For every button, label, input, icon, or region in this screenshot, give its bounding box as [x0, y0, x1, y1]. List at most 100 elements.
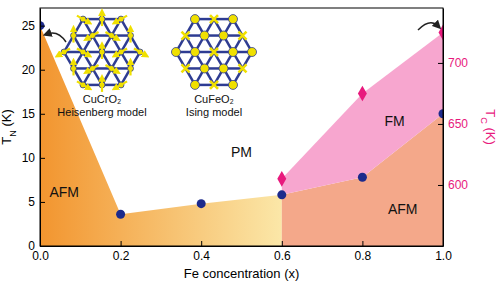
y2-axis-title: TC (K): [479, 109, 498, 144]
y2-axis-tick-mark: [438, 124, 443, 125]
y2-axis-tick-mark: [438, 63, 443, 64]
spin-down: [182, 64, 190, 72]
spin-arrow: [77, 49, 89, 56]
spin-down: [210, 15, 218, 23]
y-axis-tick-label: 5: [28, 195, 35, 209]
y-axis-tick: 15: [22, 107, 45, 121]
fm-region: [282, 32, 443, 194]
spin-arrow: [77, 16, 89, 23]
spin-up: [191, 15, 200, 24]
x-axis-tick-label: 0.6: [274, 249, 291, 263]
y-axis-line: [40, 9, 41, 247]
spin-arrow: [134, 49, 146, 56]
region-label: FM: [385, 113, 405, 129]
x-axis-title: Fe concentration (x): [184, 266, 300, 281]
y2-axis-tick-label: 700: [448, 56, 468, 70]
y2-axis-tick: 600: [438, 178, 468, 192]
y-axis-tick: 5: [28, 195, 45, 209]
inset-subtitle: Ising model: [186, 106, 242, 118]
y-axis-tick: 10: [22, 151, 45, 165]
axis-pointer: [47, 33, 66, 42]
y-axis-tick-mark: [40, 70, 45, 71]
chart-container: 0.00.20.40.60.81.00510152025600650700TN …: [0, 0, 500, 281]
x-axis-tick-mark: [201, 241, 202, 246]
x-axis-tick-label: 1.0: [435, 249, 452, 263]
y-axis-tick-mark: [40, 114, 45, 115]
y-axis-tick: 0: [28, 239, 45, 253]
spin-down: [210, 81, 218, 89]
spin-arrow: [115, 81, 127, 88]
y-axis-tick-label: 10: [22, 151, 36, 165]
spin-arrow: [105, 65, 117, 72]
spin-arrow: [101, 45, 103, 59]
spin-up: [248, 48, 257, 57]
spin-up: [172, 48, 181, 57]
x-axis-tick-label: 0.4: [193, 249, 210, 263]
y-axis-tick-mark: [40, 202, 45, 203]
spin-arrow: [86, 32, 98, 39]
y2-axis: 600 650 700: [438, 9, 468, 247]
x-axis-tick-label: 0.8: [355, 249, 372, 263]
x-axis-tick: 0.4: [193, 241, 210, 263]
x-axis-tick-mark: [121, 241, 122, 246]
y-axis-tick-label: 0: [28, 239, 35, 253]
spin-up: [191, 48, 200, 57]
y2-axis-tick-label: 600: [448, 178, 468, 192]
x-axis-tick-mark: [282, 241, 283, 246]
y-axis-tick-label: 20: [22, 63, 36, 77]
y-axis-title: TN (K): [0, 109, 18, 144]
region-label: AFM: [388, 201, 418, 217]
x-axis: 0.00.20.40.60.81.0: [32, 241, 452, 263]
y2-axis-tick: 650: [438, 117, 468, 131]
y-axis-tick: 20: [22, 63, 45, 77]
spin-up: [200, 31, 209, 40]
y2-axis-line: [443, 9, 444, 247]
plot-area: [40, 21, 443, 246]
spin-arrow: [129, 61, 131, 75]
y-axis-tick-label: 15: [22, 107, 36, 121]
spin-up: [229, 15, 238, 24]
y-axis-tick-mark: [40, 158, 45, 159]
plot-frame: [40, 8, 443, 246]
spin-up: [229, 48, 238, 57]
spin-up: [191, 80, 200, 89]
y2-axis-tick-mark: [438, 185, 443, 186]
axis-pointer: [418, 23, 438, 30]
spin-arrow: [115, 49, 127, 56]
spin-arrow: [77, 81, 89, 88]
spin-arrow: [105, 32, 117, 39]
y-axis-tick-mark: [40, 26, 45, 27]
x-axis-tick: 0.8: [355, 241, 372, 263]
region-label: AFM: [49, 184, 79, 200]
tn-point: [277, 190, 286, 199]
spin-arrow: [72, 61, 74, 75]
tc-point: [439, 25, 443, 41]
y-axis: 0510152025: [22, 9, 45, 254]
y2-axis-tick: 700: [438, 56, 468, 70]
spin-arrow: [115, 16, 127, 23]
x-axis-tick-mark: [362, 241, 363, 246]
tn-point: [439, 109, 444, 118]
chart-svg: 0.00.20.40.60.81.00510152025600650700TN …: [0, 0, 500, 281]
afm-region-left: [40, 26, 282, 246]
spin-up: [219, 64, 228, 73]
tn-point: [116, 210, 125, 219]
spin-down: [182, 32, 190, 40]
inset-title: CuCrO₂: [83, 93, 122, 105]
tn-point: [358, 173, 367, 182]
inset-title: CuFeO₂: [194, 93, 234, 105]
x-axis-tick-label: 0.2: [113, 249, 130, 263]
lattice-inset: [172, 15, 257, 90]
spin-down: [239, 32, 247, 40]
spin-arrow: [58, 49, 70, 56]
inset-subtitle: Heisenberg model: [57, 106, 146, 118]
y2-axis-tick-label: 650: [448, 117, 468, 131]
spin-arrow: [129, 29, 131, 43]
tn-point: [197, 199, 206, 208]
x-axis-line: [41, 246, 444, 247]
x-axis-tick: 0.6: [274, 241, 291, 263]
spin-arrow: [101, 12, 103, 26]
lattice-inset: [58, 12, 146, 92]
spin-arrow: [101, 78, 103, 92]
spin-up: [229, 80, 238, 89]
